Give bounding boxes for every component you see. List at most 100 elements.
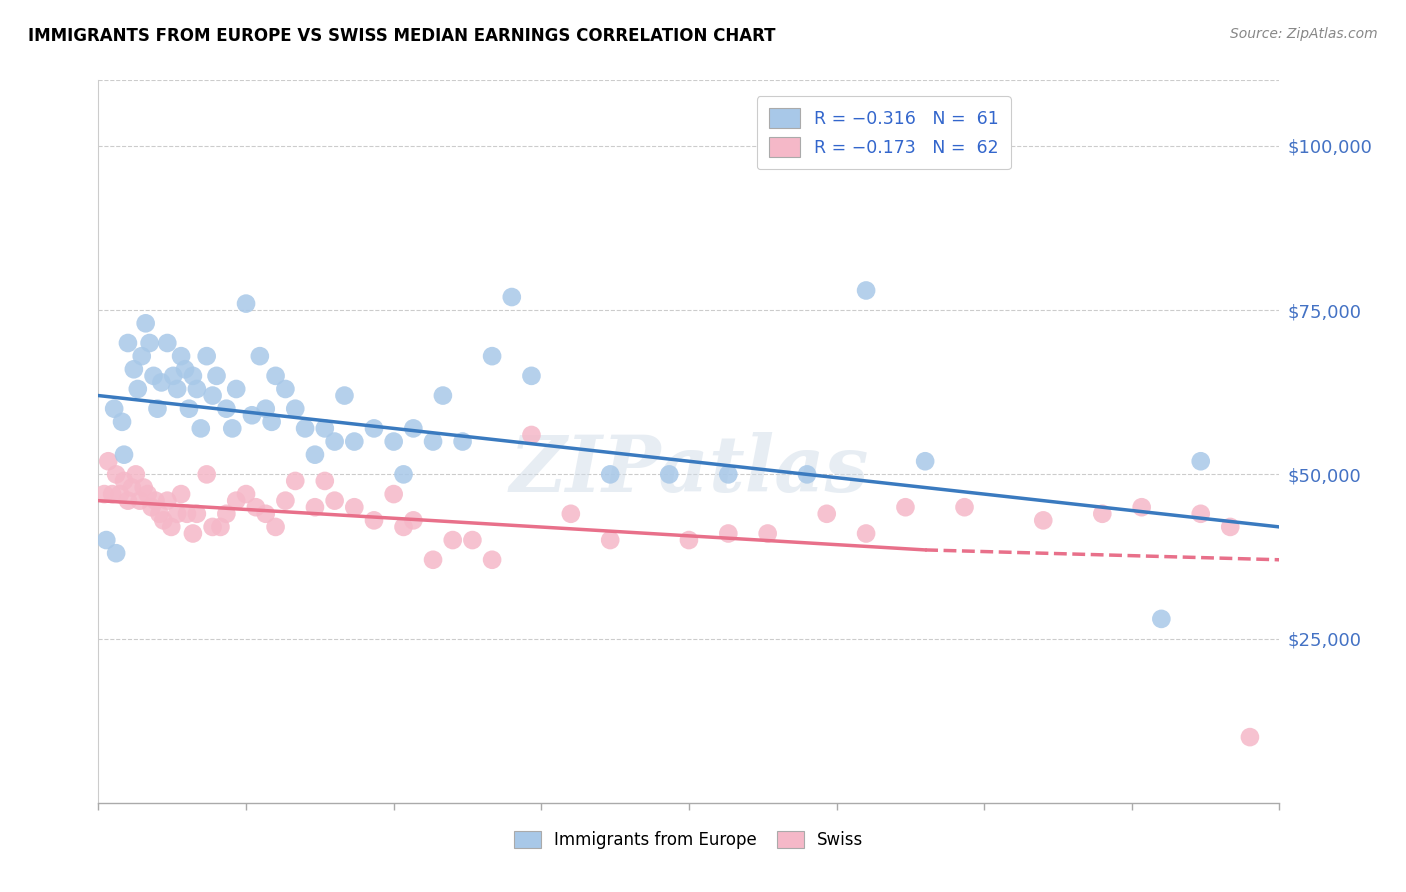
- Point: [181, 526, 204, 541]
- Point: [914, 454, 936, 468]
- Point: [284, 401, 307, 416]
- Point: [186, 507, 208, 521]
- Point: [108, 487, 131, 501]
- Point: [112, 474, 135, 488]
- Point: [122, 362, 145, 376]
- Point: [441, 533, 464, 547]
- Point: [363, 513, 385, 527]
- Point: [756, 526, 779, 541]
- Point: [128, 493, 150, 508]
- Point: [815, 507, 838, 521]
- Point: [156, 336, 179, 351]
- Point: [481, 553, 503, 567]
- Point: [245, 500, 267, 515]
- Point: [520, 368, 543, 383]
- Point: [382, 434, 405, 449]
- Point: [432, 388, 454, 402]
- Point: [501, 290, 523, 304]
- Point: [181, 368, 204, 383]
- Point: [254, 507, 277, 521]
- Point: [658, 467, 681, 482]
- Point: [274, 382, 297, 396]
- Point: [221, 421, 243, 435]
- Point: [461, 533, 484, 547]
- Point: [717, 526, 740, 541]
- Point: [796, 467, 818, 482]
- Point: [101, 487, 124, 501]
- Point: [343, 434, 366, 449]
- Point: [195, 349, 218, 363]
- Point: [264, 368, 287, 383]
- Point: [1032, 513, 1054, 527]
- Point: [323, 493, 346, 508]
- Point: [343, 500, 366, 515]
- Point: [260, 415, 283, 429]
- Point: [451, 434, 474, 449]
- Point: [152, 513, 174, 527]
- Point: [481, 349, 503, 363]
- Point: [717, 467, 740, 482]
- Point: [392, 467, 415, 482]
- Point: [135, 316, 157, 330]
- Point: [142, 368, 165, 383]
- Point: [235, 487, 257, 501]
- Point: [209, 520, 232, 534]
- Point: [953, 500, 976, 515]
- Point: [174, 362, 197, 376]
- Point: [170, 349, 193, 363]
- Point: [225, 382, 247, 396]
- Point: [678, 533, 700, 547]
- Point: [225, 493, 247, 508]
- Point: [97, 454, 120, 468]
- Point: [201, 520, 224, 534]
- Point: [855, 284, 877, 298]
- Point: [190, 421, 212, 435]
- Point: [599, 533, 621, 547]
- Point: [150, 376, 173, 390]
- Point: [166, 507, 188, 521]
- Point: [177, 401, 200, 416]
- Point: [520, 428, 543, 442]
- Point: [1219, 520, 1241, 534]
- Point: [274, 493, 297, 508]
- Point: [141, 500, 163, 515]
- Text: Source: ZipAtlas.com: Source: ZipAtlas.com: [1230, 27, 1378, 41]
- Point: [160, 520, 183, 534]
- Point: [1150, 612, 1173, 626]
- Point: [205, 368, 228, 383]
- Point: [294, 421, 316, 435]
- Point: [117, 493, 139, 508]
- Point: [304, 500, 326, 515]
- Point: [894, 500, 917, 515]
- Point: [145, 493, 167, 508]
- Point: [138, 336, 160, 351]
- Point: [148, 507, 170, 521]
- Point: [96, 533, 118, 547]
- Point: [127, 382, 149, 396]
- Point: [402, 421, 425, 435]
- Point: [201, 388, 224, 402]
- Point: [240, 409, 263, 423]
- Point: [1130, 500, 1153, 515]
- Point: [1091, 507, 1114, 521]
- Point: [382, 487, 405, 501]
- Legend: Immigrants from Europe, Swiss: Immigrants from Europe, Swiss: [505, 822, 873, 860]
- Point: [855, 526, 877, 541]
- Point: [166, 382, 188, 396]
- Point: [402, 513, 425, 527]
- Point: [560, 507, 582, 521]
- Point: [105, 467, 128, 482]
- Point: [121, 481, 143, 495]
- Point: [249, 349, 271, 363]
- Point: [215, 401, 238, 416]
- Point: [422, 434, 444, 449]
- Point: [392, 520, 415, 534]
- Point: [162, 368, 184, 383]
- Point: [599, 467, 621, 482]
- Point: [103, 401, 125, 416]
- Point: [131, 349, 153, 363]
- Point: [1239, 730, 1261, 744]
- Point: [176, 507, 198, 521]
- Point: [363, 421, 385, 435]
- Point: [112, 448, 135, 462]
